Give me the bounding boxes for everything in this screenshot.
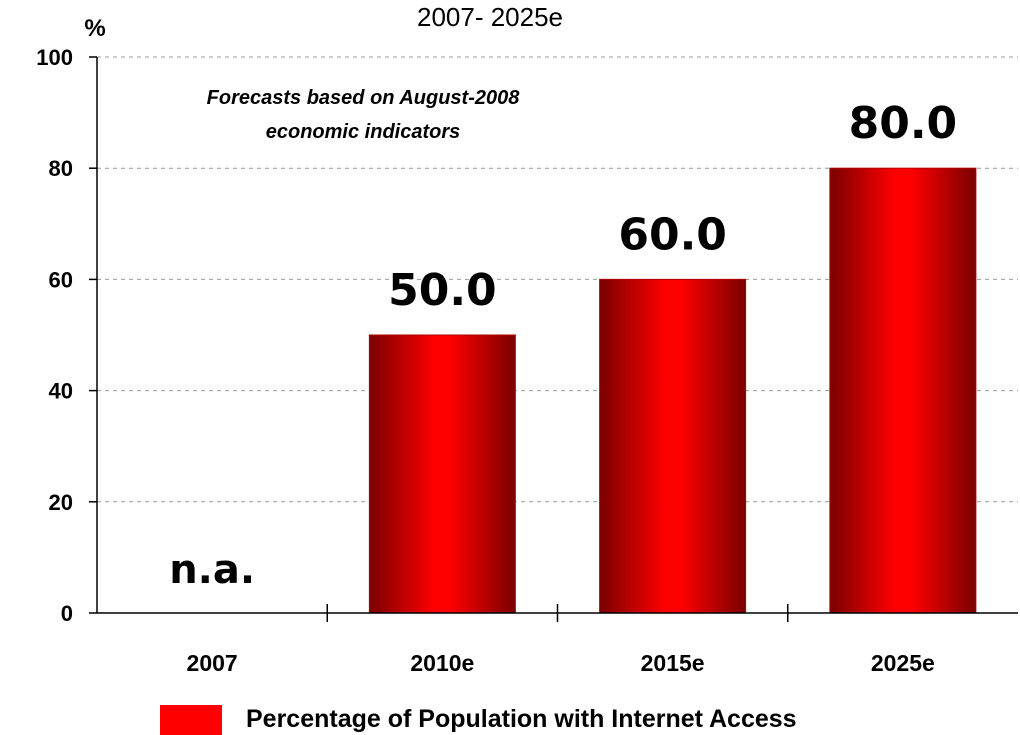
legend: Percentage of Population with Internet A… [160,705,797,735]
y-tick-label: 100 [36,45,73,70]
legend-swatch [160,705,222,735]
y-tick-label: 40 [49,379,73,404]
data-label-2010e: 50.0 [388,265,497,316]
x-tick-label: 2025e [871,650,935,676]
annotation-line-2: economic indicators [266,121,461,143]
y-tick-label: 60 [49,267,73,292]
y-tick-label: 80 [49,156,73,181]
bar-2015e [599,278,747,614]
legend-label: Percentage of Population with Internet A… [246,705,797,733]
data-label-2025e: 80.0 [849,98,958,149]
annotation-line-1: Forecasts based on August-2008 [207,87,521,109]
y-axis-label: % [84,15,105,42]
y-tick-label: 0 [61,601,73,626]
bar-2010e [368,334,516,614]
data-label-2015e: 60.0 [618,209,727,260]
y-tick-label: 20 [49,490,73,515]
bar-2025e [829,167,977,614]
x-tick-label: 2015e [641,650,705,676]
data-label-2007: n.a. [169,547,255,593]
x-tick-label: 2007 [187,650,238,676]
x-tick-label: 2010e [410,650,474,676]
chart-subtitle: 2007- 2025e [417,2,563,32]
